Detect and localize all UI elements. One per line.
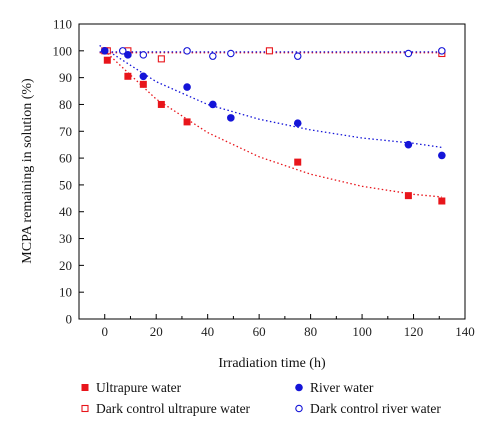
x-tick-label: 20 (150, 324, 163, 339)
x-tick-label: 0 (101, 324, 108, 339)
data-point (157, 100, 165, 108)
x-tick-label: 120 (404, 324, 424, 339)
data-point (183, 118, 191, 126)
y-tick-label: 0 (66, 312, 73, 327)
x-tick-label: 140 (455, 324, 475, 339)
data-point (100, 47, 109, 55)
y-tick-label: 90 (59, 70, 72, 85)
data-point (139, 72, 148, 81)
data-point (183, 47, 191, 55)
legend-label: Ultrapure water (96, 380, 182, 395)
axes: 0 20 40 60 80 100 120 140 0 10 20 30 40 50 60 70 80 90 100… (53, 17, 475, 340)
data-point (404, 49, 413, 58)
y-tick-label: 110 (53, 17, 72, 32)
legend-marker (295, 383, 303, 392)
data-point (404, 192, 412, 200)
data-point (124, 51, 132, 59)
legend-label: River water (310, 380, 374, 395)
y-tick-label: 40 (59, 204, 72, 219)
y-axis-title: MCPA remaining in solution (%) (20, 78, 35, 264)
legend-marker (81, 404, 89, 413)
data-point (438, 151, 446, 160)
data-point (265, 47, 273, 55)
x-tick-label: 60 (253, 324, 266, 339)
data-point (139, 80, 147, 88)
y-tick-label: 100 (53, 43, 73, 58)
y-tick-label: 10 (59, 285, 72, 300)
data-markers (100, 47, 446, 205)
y-tick-label: 60 (59, 151, 72, 166)
data-point (227, 114, 235, 122)
data-point (157, 55, 165, 63)
x-axis-title: Irradiation time (h) (218, 356, 326, 371)
legend-marker (295, 404, 303, 413)
data-point (209, 100, 217, 109)
data-point (209, 52, 217, 60)
data-point (183, 83, 191, 91)
legend-label: Dark control river water (310, 401, 441, 416)
y-tick-label: 70 (59, 124, 72, 139)
fit-curve (104, 50, 442, 198)
plot-frame (78, 23, 466, 320)
data-point (103, 56, 111, 64)
data-point (293, 52, 302, 60)
y-tick-label: 30 (59, 231, 72, 246)
data-point (293, 119, 302, 128)
data-point (139, 51, 148, 59)
fit-lines (99, 44, 442, 198)
data-point (227, 49, 235, 58)
x-tick-label: 40 (201, 324, 214, 339)
x-tick-label: 100 (352, 324, 372, 339)
data-point (404, 140, 413, 149)
data-point (124, 72, 132, 80)
legend-marker (81, 384, 89, 391)
legend: Ultrapure water Dark control ultrapure wa… (81, 380, 441, 416)
legend-label: Dark control ultrapure water (96, 401, 251, 416)
data-point (118, 47, 127, 55)
y-tick-label: 20 (59, 258, 72, 273)
fit-curve (99, 44, 442, 149)
data-point (438, 47, 446, 55)
y-tick-label: 80 (59, 97, 72, 112)
y-tick-label: 50 (59, 177, 72, 192)
data-point (438, 197, 446, 205)
x-tick-label: 80 (304, 324, 317, 339)
data-point (294, 158, 302, 166)
